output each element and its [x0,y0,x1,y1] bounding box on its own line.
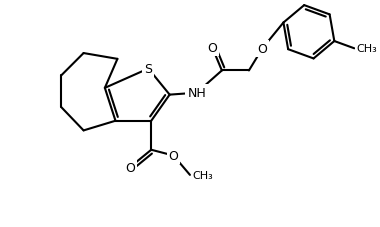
Text: O: O [125,161,135,174]
Text: O: O [258,42,268,55]
Text: O: O [207,42,217,54]
Text: NH: NH [187,87,206,100]
Text: CH₃: CH₃ [356,44,377,54]
Text: CH₃: CH₃ [192,170,213,180]
Text: S: S [144,63,152,76]
Text: O: O [169,149,179,162]
